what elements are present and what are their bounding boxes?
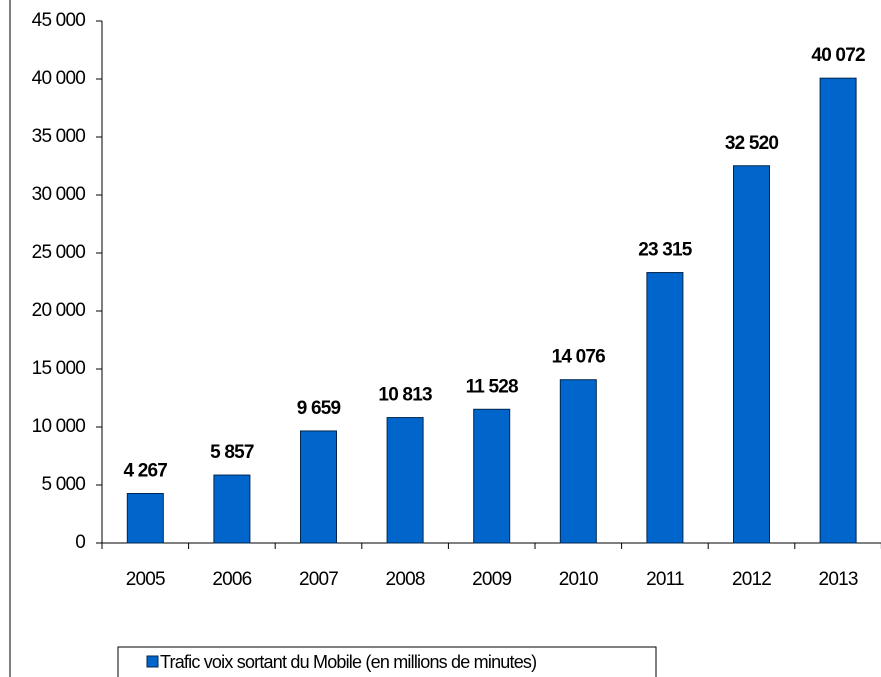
data-label: 5 857 bbox=[210, 442, 254, 463]
data-label: 4 267 bbox=[124, 461, 168, 482]
y-tick-label: 40 000 bbox=[32, 68, 86, 89]
data-label: 23 315 bbox=[638, 240, 693, 261]
bar bbox=[646, 272, 684, 544]
legend-box bbox=[117, 646, 657, 677]
bar bbox=[126, 493, 164, 544]
x-tick-label: 2007 bbox=[299, 569, 338, 590]
bar bbox=[386, 417, 424, 544]
y-tick-label: 10 000 bbox=[32, 416, 86, 437]
x-tick-label: 2008 bbox=[386, 569, 425, 590]
x-tick-label: 2006 bbox=[212, 569, 251, 590]
bar bbox=[213, 474, 251, 544]
bar bbox=[733, 165, 770, 544]
data-label: 9 659 bbox=[297, 398, 341, 419]
y-tick-label: 20 000 bbox=[32, 300, 86, 321]
x-tick-label: 2009 bbox=[472, 569, 511, 590]
legend-swatch bbox=[146, 655, 159, 668]
y-tick-label: 15 000 bbox=[32, 358, 86, 379]
data-label: 40 072 bbox=[811, 45, 865, 66]
x-tick-label: 2012 bbox=[732, 569, 771, 590]
y-tick-label: 45 000 bbox=[32, 10, 86, 31]
x-tick-label: 2011 bbox=[646, 569, 684, 590]
x-tick-label: 2010 bbox=[559, 569, 598, 590]
y-tick-label: 35 000 bbox=[32, 126, 86, 147]
data-label: 11 528 bbox=[466, 376, 518, 397]
data-label: 14 076 bbox=[552, 347, 606, 368]
legend-label: Trafic voix sortant du Mobile (en millio… bbox=[160, 652, 536, 672]
y-tick-label: 30 000 bbox=[32, 184, 86, 205]
x-tick-label: 2005 bbox=[126, 569, 165, 590]
bar bbox=[559, 379, 597, 544]
y-tick-label: 0 bbox=[75, 532, 85, 553]
bar bbox=[300, 430, 337, 544]
data-label: 32 520 bbox=[725, 133, 779, 154]
data-label: 10 813 bbox=[378, 385, 432, 406]
y-tick-label: 25 000 bbox=[32, 242, 86, 263]
bar bbox=[473, 408, 511, 544]
x-tick-label: 2013 bbox=[819, 569, 858, 590]
bar bbox=[819, 77, 857, 544]
y-tick-label: 5 000 bbox=[41, 474, 85, 495]
